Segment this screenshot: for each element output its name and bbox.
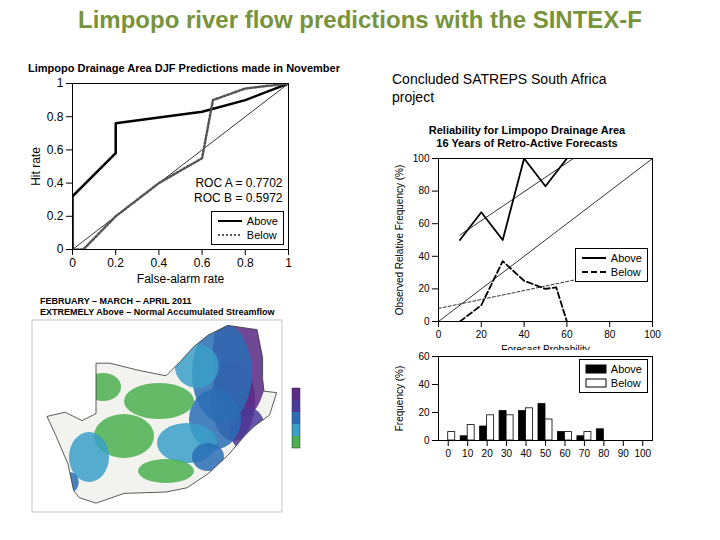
svg-text:20: 20 [418, 283, 430, 294]
svg-text:0.2: 0.2 [107, 256, 124, 270]
svg-text:60: 60 [561, 329, 573, 340]
svg-text:20: 20 [482, 448, 494, 459]
svg-text:0: 0 [69, 256, 76, 270]
svg-text:40: 40 [418, 379, 430, 390]
svg-text:0.4: 0.4 [151, 256, 168, 270]
html-text:Above: Above [610, 251, 642, 264]
svg-text:40: 40 [519, 329, 531, 340]
svg-text:1: 1 [57, 76, 64, 90]
html-text:Reliability for Limpopo Draina: Reliability for Limpopo Drainage Area [428, 124, 626, 136]
html-text:Above: Above [610, 363, 642, 375]
html-text:Limpopo river flow predictions: Limpopo river flow predictions with the … [78, 6, 642, 33]
svg-text:0: 0 [424, 316, 430, 327]
html-text:Below: Below [610, 377, 641, 389]
svg-text:60: 60 [559, 448, 571, 459]
svg-text:0: 0 [57, 242, 64, 256]
svg-text:30: 30 [501, 448, 513, 459]
svg-text:1: 1 [285, 256, 292, 270]
svg-text:40: 40 [418, 251, 430, 262]
svg-text:Forecast Probability: Forecast Probability [501, 343, 590, 355]
svg-text:0.8: 0.8 [47, 110, 64, 124]
html-text:EXTREMELY Above – Normal Accum: EXTREMELY Above – Normal Accumulated Str… [40, 307, 275, 317]
html-text:Below: Below [610, 265, 641, 278]
svg-text:10: 10 [462, 448, 474, 459]
svg-text:0.8: 0.8 [237, 256, 254, 270]
svg-text:80: 80 [598, 448, 610, 459]
svg-text:100: 100 [413, 153, 430, 164]
html-text:16 Years of Retro-Active Forec: 16 Years of Retro-Active Forecasts [436, 137, 618, 149]
svg-text:0.6: 0.6 [47, 143, 64, 157]
svg-text:80: 80 [418, 185, 430, 196]
svg-text:0.2: 0.2 [47, 209, 64, 223]
html-text:Limpopo Drainage Area DJF Pred: Limpopo Drainage Area DJF Predictions ma… [28, 62, 340, 74]
svg-text:Frequency (%): Frequency (%) [394, 366, 405, 432]
svg-text:20: 20 [418, 407, 430, 418]
svg-text:100: 100 [634, 448, 651, 459]
svg-text:ROC B = 0.5972: ROC B = 0.5972 [194, 191, 283, 205]
svg-text:70: 70 [579, 448, 591, 459]
svg-text:60: 60 [418, 351, 430, 362]
svg-text:90: 90 [618, 448, 630, 459]
svg-text:0.4: 0.4 [47, 176, 64, 190]
svg-text:Hit rate: Hit rate [29, 147, 43, 186]
svg-text:60: 60 [418, 218, 430, 229]
svg-text:50: 50 [540, 448, 552, 459]
svg-text:0: 0 [445, 448, 451, 459]
svg-text:100: 100 [644, 329, 661, 340]
html-text:Above: Above [246, 215, 278, 227]
svg-text:Observed Relative Frequency (%: Observed Relative Frequency (%) [394, 165, 405, 316]
svg-text:0: 0 [436, 329, 442, 340]
svg-text:80: 80 [604, 329, 616, 340]
svg-text:40: 40 [520, 448, 532, 459]
html-text:FEBRUARY – MARCH – APRIL 2011: FEBRUARY – MARCH – APRIL 2011 [40, 296, 192, 306]
svg-text:False-alarm rate: False-alarm rate [137, 272, 225, 286]
svg-text:0: 0 [424, 435, 430, 446]
html-text:Concluded SATREPS South Africa: Concluded SATREPS South Africa project [392, 71, 607, 105]
svg-text:0.6: 0.6 [194, 256, 211, 270]
svg-text:ROC A = 0.7702: ROC A = 0.7702 [195, 176, 282, 190]
svg-text:20: 20 [476, 329, 488, 340]
html-text:Below: Below [246, 229, 277, 241]
